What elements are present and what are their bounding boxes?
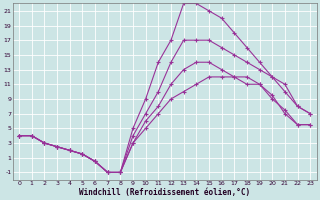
X-axis label: Windchill (Refroidissement éolien,°C): Windchill (Refroidissement éolien,°C) [79,188,250,197]
